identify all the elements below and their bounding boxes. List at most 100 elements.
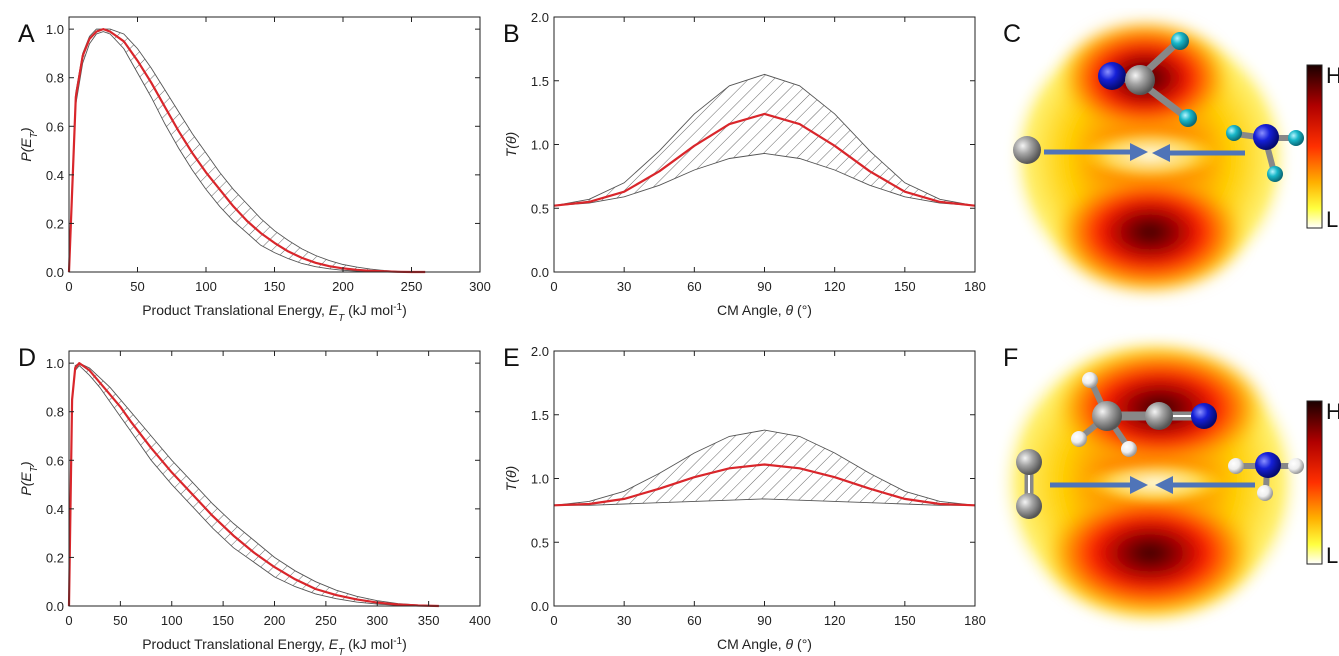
carbon-atom bbox=[1016, 449, 1042, 475]
y-tick-label: 0.2 bbox=[46, 550, 64, 565]
colorbar-f: H L bbox=[1306, 399, 1339, 568]
best-fit-line bbox=[553, 112, 976, 207]
panel-letter-a: A bbox=[18, 20, 35, 48]
y-tick-label: 0.8 bbox=[46, 71, 64, 86]
y-tick-label: 0.4 bbox=[46, 502, 64, 517]
y-tick-label: 1.0 bbox=[46, 356, 64, 371]
x-axis-label: Product Translational Energy, ET (kJ mol… bbox=[142, 636, 407, 656]
x-axis-label: CM Angle, θ (°) bbox=[717, 302, 812, 318]
x-tick-label: 150 bbox=[264, 279, 286, 294]
molecule-c-product bbox=[1098, 32, 1197, 127]
x-tick-label: 0 bbox=[550, 613, 557, 628]
y-tick-label: 0.0 bbox=[531, 599, 549, 614]
panel-letter-d: D bbox=[18, 344, 36, 372]
colorbar-c: H L bbox=[1306, 63, 1339, 232]
y-tick-label: 0.0 bbox=[46, 265, 64, 280]
x-tick-label: 250 bbox=[315, 613, 337, 628]
lower-bound-line bbox=[68, 31, 426, 273]
carbon-atom bbox=[1013, 136, 1041, 164]
panel-letter-b: B bbox=[503, 20, 520, 48]
lower-bound-line bbox=[68, 364, 439, 607]
nitrogen-atom bbox=[1255, 452, 1281, 478]
upper-bound-line bbox=[553, 429, 976, 506]
x-tick-label: 180 bbox=[964, 613, 986, 628]
lower-bound-line bbox=[554, 498, 975, 506]
x-tick-label: 60 bbox=[687, 279, 701, 294]
y-axis-label: P(ET) bbox=[18, 127, 40, 161]
best-fit-line bbox=[67, 28, 426, 274]
y-tick-label: 1.0 bbox=[46, 22, 64, 37]
colorbar-low-label: L bbox=[1326, 207, 1338, 232]
reactant-c-right bbox=[1226, 124, 1304, 182]
error-band bbox=[554, 74, 975, 206]
y-tick-label: 1.5 bbox=[531, 74, 549, 89]
y-tick-label: 1.5 bbox=[531, 408, 549, 423]
y-axis-label: T(θ) bbox=[503, 132, 519, 157]
panel-letter-f: F bbox=[1003, 344, 1018, 372]
x-tick-label: 30 bbox=[617, 613, 631, 628]
y-tick-label: 0.6 bbox=[46, 453, 64, 468]
hydrogen-atom bbox=[1171, 32, 1189, 50]
x-tick-label: 250 bbox=[401, 279, 423, 294]
hydrogen-atom bbox=[1121, 441, 1137, 457]
colorbar-low-label: L bbox=[1326, 543, 1338, 568]
y-tick-label: 0.5 bbox=[531, 201, 549, 216]
y-tick-label: 0.2 bbox=[46, 216, 64, 231]
hydrogen-atom bbox=[1071, 431, 1087, 447]
collision-arrows-f bbox=[1050, 476, 1255, 494]
hydrogen-atom bbox=[1267, 166, 1283, 182]
x-tick-label: 100 bbox=[195, 279, 217, 294]
x-tick-label: 100 bbox=[161, 613, 183, 628]
x-tick-label: 150 bbox=[894, 279, 916, 294]
x-tick-label: 50 bbox=[130, 279, 144, 294]
x-tick-label: 300 bbox=[469, 279, 491, 294]
heatmap-f-lower-lobe bbox=[1045, 488, 1255, 618]
hydrogen-atom bbox=[1257, 485, 1273, 501]
y-tick-label: 1.0 bbox=[531, 472, 549, 487]
x-tick-label: 0 bbox=[550, 279, 557, 294]
nitrogen-atom bbox=[1253, 124, 1279, 150]
x-tick-label: 90 bbox=[757, 613, 771, 628]
x-tick-label: 50 bbox=[113, 613, 127, 628]
chart-a: 0 50 100 150 200 250 300 0.0 0.2 0.4 0.6 0.8 1.0 Prod… bbox=[18, 16, 491, 324]
x-tick-label: 30 bbox=[617, 279, 631, 294]
x-tick-label: 150 bbox=[894, 613, 916, 628]
heatmap-f-core bbox=[1083, 461, 1227, 505]
x-tick-label: 150 bbox=[212, 613, 234, 628]
chart-e: 0 30 60 90 120 150 180 0.0 0.5 1.0 1.5 2.0 CM Angle,… bbox=[503, 344, 986, 652]
hydrogen-atom bbox=[1082, 372, 1098, 388]
y-tick-label: 2.0 bbox=[531, 344, 549, 359]
x-tick-label: 120 bbox=[824, 279, 846, 294]
reactant-f-right bbox=[1228, 452, 1304, 501]
carbon-atom bbox=[1016, 493, 1042, 519]
y-tick-label: 0.8 bbox=[46, 405, 64, 420]
hydrogen-atom bbox=[1226, 125, 1242, 141]
nitrogen-atom bbox=[1191, 403, 1217, 429]
x-tick-label: 300 bbox=[366, 613, 388, 628]
x-tick-label: 0 bbox=[65, 279, 72, 294]
y-tick-label: 0.0 bbox=[531, 265, 549, 280]
y-tick-label: 0.5 bbox=[531, 535, 549, 550]
upper-bound-line bbox=[68, 362, 439, 607]
panel-letter-e: E bbox=[503, 344, 520, 372]
y-axis-label: P(ET) bbox=[18, 461, 40, 495]
x-tick-label: 90 bbox=[757, 279, 771, 294]
collision-arrows-c bbox=[1044, 143, 1245, 162]
x-axis-label: Product Translational Energy, ET (kJ mol… bbox=[142, 302, 407, 324]
error-band bbox=[69, 363, 439, 606]
x-tick-label: 350 bbox=[418, 613, 440, 628]
carbon-atom bbox=[1125, 65, 1155, 95]
y-tick-label: 1.0 bbox=[531, 138, 549, 153]
x-tick-label: 180 bbox=[964, 279, 986, 294]
x-tick-label: 200 bbox=[264, 613, 286, 628]
chart-d: 0 50 100 150 200 250 300 350 400 0.0 0.2 0.4 0.6 0.8 1… bbox=[18, 350, 491, 656]
error-band bbox=[69, 29, 426, 272]
chart-b: 0 30 60 90 120 150 180 0.0 0.5 1.0 1.5 2.0 CM Angle,… bbox=[503, 10, 986, 318]
hydrogen-atom bbox=[1228, 458, 1244, 474]
panel-letter-c: C bbox=[1003, 20, 1021, 48]
x-tick-label: 0 bbox=[65, 613, 72, 628]
heatmap-c-core bbox=[1080, 129, 1220, 181]
x-tick-label: 400 bbox=[469, 613, 491, 628]
error-band bbox=[554, 430, 975, 506]
